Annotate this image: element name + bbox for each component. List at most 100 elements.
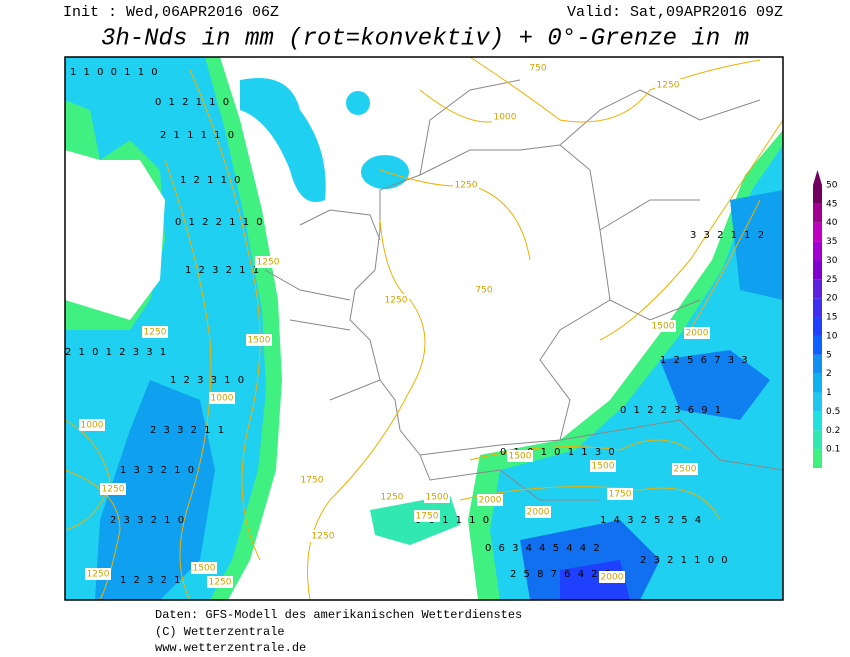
contour-label: 1000: [211, 394, 234, 404]
contour-label-bg: [142, 326, 168, 338]
contour-label-bg: [100, 483, 126, 495]
map-frame: [64, 56, 784, 601]
footer-line: (C) Wetterzentrale: [155, 625, 285, 639]
contour-label: 1500: [193, 564, 216, 574]
precip-value: 1 2 3 2 1 1: [185, 265, 261, 276]
contour-label-bg: [379, 491, 405, 503]
legend-label: 0.5: [826, 407, 840, 417]
contour-label-bg: [672, 463, 698, 475]
contour-label: 1500: [248, 336, 271, 346]
contour-label: 1250: [209, 578, 232, 588]
precip-area: [660, 350, 770, 420]
precip-value: 2 3 3 2 1 0: [110, 515, 186, 526]
precip-value: 1 3 3 2 1 0: [120, 465, 196, 476]
map-title: 3h-Nds in mm (rot=konvektiv) + 0°-Grenze…: [101, 25, 749, 52]
precip-value: 0 6 3 4 4 5 4 4 2: [485, 543, 602, 554]
precip-value: 1 2 3 3 1 0: [170, 375, 246, 386]
contour-label: 1000: [81, 421, 104, 431]
contour-label-bg: [599, 571, 625, 583]
precip-area: [560, 560, 630, 600]
legend-swatch: [813, 354, 822, 374]
legend-label: 10: [826, 331, 838, 341]
legend-swatch: [813, 430, 822, 450]
contour-label-bg: [310, 530, 336, 542]
country-border: [264, 79, 784, 501]
contour-label-bg: [684, 327, 710, 339]
legend-swatch: [813, 298, 822, 318]
legend-swatch: [813, 260, 822, 280]
precip-value: 0 1 2 2 1 1 0: [175, 217, 265, 228]
contour-label: 750: [529, 64, 546, 74]
precip-area: [346, 91, 370, 115]
contour-label-bg: [255, 256, 281, 268]
precip-value: 2 1 1 1 1 0: [160, 130, 236, 141]
precip-value: 0 0 1 1 1 0: [415, 515, 491, 526]
precip-value: 1 2 3 2 1: [120, 575, 183, 586]
contour-label: 2500: [674, 465, 697, 475]
contour-label: 1500: [592, 462, 615, 472]
contour-label-bg: [655, 79, 681, 91]
country-border: [349, 144, 611, 456]
contour-label-bg: [607, 488, 633, 500]
contour-label: 2000: [479, 496, 502, 506]
legend-swatch: [813, 411, 822, 431]
contour-label: 1250: [144, 328, 167, 338]
contour-label-bg: [383, 294, 409, 306]
legend-swatch: [813, 203, 822, 223]
contour-label-bg: [209, 392, 235, 404]
legend-label: 30: [826, 256, 838, 266]
legend-label: 0.1: [826, 445, 840, 455]
contour-label: 1500: [652, 322, 675, 332]
contour-label-bg: [477, 494, 503, 506]
legend-label: 50: [826, 181, 838, 191]
footer-line: Daten: GFS-Modell des amerikanischen Wet…: [155, 608, 522, 622]
contour-label: 1250: [381, 493, 404, 503]
contour-label: 1750: [301, 476, 324, 486]
legend-label: 1: [826, 388, 832, 398]
freezing-level-contour: [64, 419, 121, 601]
contour-label: 750: [475, 286, 492, 296]
precip-area: [240, 78, 326, 202]
freezing-level-contour: [599, 119, 784, 341]
contour-label: 1500: [426, 493, 449, 503]
legend-swatch: [813, 449, 822, 468]
contour-label-bg: [424, 491, 450, 503]
legend-label: 45: [826, 199, 837, 209]
precip-value: 0 1 0 1 0 1 1 3 0: [500, 447, 617, 458]
contour-label: 1250: [87, 570, 110, 580]
contour-label-bg: [85, 568, 111, 580]
contour-label: 1500: [509, 452, 532, 462]
contour-label-bg: [471, 284, 497, 296]
precip-area: [95, 380, 215, 600]
legend-swatch: [813, 373, 822, 393]
precip-value: 2 1 0 1 2 3 3 1: [65, 347, 168, 358]
contour-label: 1750: [416, 512, 439, 522]
legend-swatch: [813, 279, 822, 299]
contour-label-bg: [507, 450, 533, 462]
contour-label: 1250: [455, 181, 478, 191]
precip-value: 2 3 2 1 1 0 0: [640, 555, 730, 566]
valid-time: Valid: Sat,09APR2016 09Z: [567, 4, 783, 21]
legend-swatch: [813, 392, 822, 412]
contour-label-bg: [453, 179, 479, 191]
legend-label: 2: [826, 369, 832, 379]
contour-label-bg: [650, 320, 676, 332]
contour-label: 1250: [102, 485, 125, 495]
dry-area: [65, 150, 165, 320]
contour-label: 2000: [527, 508, 550, 518]
precip-value: 1 4 3 2 5 2 5 4: [600, 515, 703, 526]
legend-swatch: [813, 335, 822, 355]
contour-label-bg: [191, 562, 217, 574]
freezing-level-contour: [189, 69, 261, 561]
precip-value: 0 1 2 1 1 0: [155, 97, 231, 108]
contour-label-bg: [492, 111, 518, 123]
contour-label: 2000: [686, 329, 709, 339]
precip-value: 3 3 2 1 1 2: [690, 230, 766, 241]
contour-label: 1750: [609, 490, 632, 500]
precip-area: [730, 190, 783, 300]
contour-label-bg: [414, 510, 440, 522]
legend-label: 35: [826, 237, 837, 247]
contour-label: 1250: [385, 296, 408, 306]
freezing-level-contour: [307, 219, 426, 601]
legend-swatch: [813, 317, 822, 336]
